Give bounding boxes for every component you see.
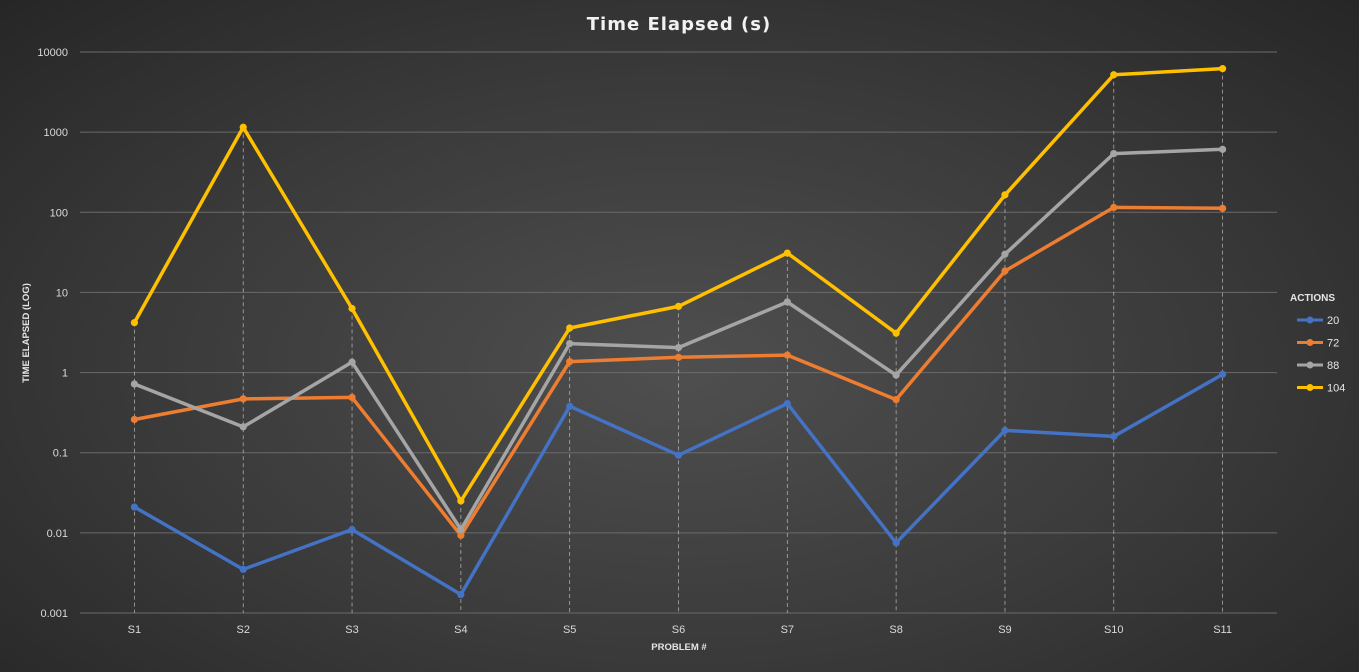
x-tick-label: S2 bbox=[236, 624, 249, 636]
series-line bbox=[132, 147, 1225, 532]
gridlines bbox=[80, 51, 1277, 614]
data-point bbox=[1218, 204, 1227, 212]
data-point bbox=[457, 497, 465, 505]
data-point bbox=[783, 298, 791, 306]
x-tick-label: S7 bbox=[781, 624, 794, 636]
drop-lines bbox=[134, 68, 1223, 613]
y-tick-label: 100 bbox=[50, 207, 68, 219]
data-point bbox=[783, 351, 791, 359]
legend-swatch-marker bbox=[1306, 384, 1314, 391]
data-point bbox=[892, 371, 900, 379]
data-point bbox=[457, 525, 465, 534]
legend-item: 104 bbox=[1297, 383, 1345, 395]
y-tick-label: 0.01 bbox=[47, 528, 68, 540]
data-point bbox=[674, 353, 683, 361]
data-point bbox=[1001, 267, 1009, 275]
legend-title: ACTIONS bbox=[1290, 293, 1335, 304]
y-tick-label: 0.001 bbox=[40, 608, 68, 620]
data-point bbox=[457, 590, 465, 599]
data-point bbox=[566, 402, 574, 410]
x-axis-title: PROBLEM # bbox=[651, 642, 707, 653]
data-point bbox=[130, 319, 139, 327]
data-point bbox=[892, 329, 900, 337]
x-tick-label: S6 bbox=[672, 624, 685, 636]
data-point bbox=[130, 415, 139, 424]
data-point bbox=[1110, 149, 1118, 158]
legend-swatch-marker bbox=[1306, 361, 1314, 369]
series-72 bbox=[130, 203, 1227, 539]
data-point bbox=[457, 531, 465, 539]
y-tick-label: 0.1 bbox=[53, 448, 68, 460]
y-axis-title: TIME ELAPSED (LOG) bbox=[21, 283, 32, 383]
legend-item: 88 bbox=[1297, 360, 1339, 372]
data-point bbox=[566, 339, 574, 348]
data-point bbox=[1110, 203, 1118, 212]
series-88 bbox=[130, 145, 1227, 534]
y-axis-ticks: 0.001 0.01 0.1 1 10 100 1000 10000 bbox=[37, 47, 68, 620]
data-point bbox=[239, 123, 247, 131]
data-point bbox=[130, 503, 139, 511]
legend-item: 20 bbox=[1297, 315, 1339, 327]
x-tick-label: S9 bbox=[998, 624, 1011, 636]
data-point bbox=[348, 304, 356, 313]
legend-label: 88 bbox=[1327, 360, 1339, 372]
data-point bbox=[783, 400, 791, 408]
y-tick-label: 10000 bbox=[37, 47, 68, 59]
data-point bbox=[1110, 432, 1118, 440]
data-point bbox=[674, 302, 683, 310]
legend-swatch-marker bbox=[1306, 316, 1314, 324]
data-point bbox=[1218, 145, 1227, 153]
data-point bbox=[1218, 370, 1227, 378]
series-104 bbox=[130, 65, 1227, 505]
y-tick-label: 10 bbox=[56, 287, 68, 299]
data-point bbox=[1001, 250, 1009, 258]
legend-label: 20 bbox=[1327, 315, 1339, 327]
data-point bbox=[1001, 426, 1009, 434]
data-point bbox=[1218, 65, 1227, 73]
data-point bbox=[348, 525, 356, 534]
data-point bbox=[239, 565, 247, 573]
x-tick-label: S10 bbox=[1104, 624, 1124, 636]
data-point bbox=[130, 380, 139, 388]
x-tick-label: S5 bbox=[563, 624, 576, 636]
data-point bbox=[348, 393, 356, 401]
legend-swatch-marker bbox=[1306, 339, 1314, 346]
x-tick-label: S11 bbox=[1213, 624, 1232, 636]
data-point bbox=[239, 423, 247, 431]
x-tick-label: S1 bbox=[128, 624, 141, 636]
y-tick-label: 1000 bbox=[44, 127, 68, 139]
data-point bbox=[1110, 71, 1118, 79]
chart-title: Time Elapsed (s) bbox=[587, 14, 771, 35]
series-20 bbox=[130, 370, 1227, 599]
data-point bbox=[239, 395, 247, 403]
data-point bbox=[892, 395, 900, 404]
x-tick-label: S4 bbox=[454, 624, 467, 636]
x-axis-ticks: S1 S2 S3 S4 S5 S6 S7 S8 S9 S10 S11 bbox=[128, 624, 1232, 636]
x-tick-label: S8 bbox=[889, 624, 902, 636]
legend-item: 72 bbox=[1297, 338, 1339, 350]
data-point bbox=[783, 249, 791, 257]
series-lines bbox=[130, 65, 1227, 599]
data-point bbox=[348, 358, 356, 366]
legend-label: 104 bbox=[1327, 383, 1345, 395]
legend: ACTIONS 20 72 88 104 bbox=[1290, 293, 1345, 395]
x-tick-label: S3 bbox=[345, 624, 358, 636]
data-point bbox=[566, 324, 574, 332]
y-tick-label: 1 bbox=[62, 368, 68, 380]
data-point bbox=[674, 343, 683, 352]
data-point bbox=[1001, 191, 1009, 199]
data-point bbox=[566, 358, 574, 366]
legend-label: 72 bbox=[1327, 338, 1339, 350]
data-point bbox=[674, 451, 683, 459]
data-point bbox=[892, 539, 900, 547]
